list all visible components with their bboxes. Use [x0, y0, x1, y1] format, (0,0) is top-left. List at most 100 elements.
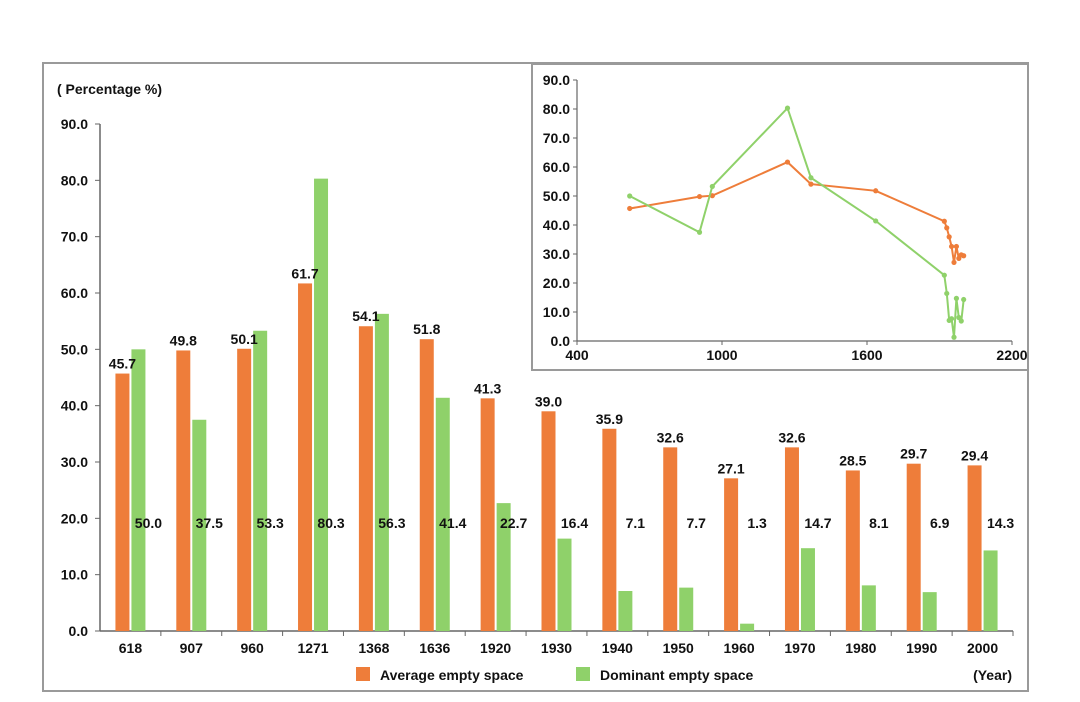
data-label-dominant: 53.3 — [257, 515, 284, 531]
inset-point-average — [953, 243, 960, 250]
data-label-dominant: 37.5 — [196, 515, 223, 531]
inset-point-dominant — [948, 316, 955, 322]
inset-y-tick-label: 0.0 — [551, 333, 571, 349]
x-axis-title: (Year) — [973, 667, 1012, 683]
inset-x-tick-label: 400 — [565, 347, 589, 363]
inset-y-tick-label: 50.0 — [543, 188, 570, 204]
inset-point-dominant — [953, 295, 960, 301]
bar-dominant — [557, 538, 572, 631]
data-label-dominant: 56.3 — [378, 515, 405, 531]
bar-dominant — [374, 313, 389, 631]
main-bars: 45.7 50.0 49.8 37.5 50.1 53.3 61.7 80.3 54.1 56.3… — [109, 178, 1014, 632]
bar-dominant — [435, 397, 450, 631]
inset-point-average — [784, 159, 791, 165]
inset-y-tick-label: 60.0 — [543, 159, 570, 175]
bar-average — [176, 350, 191, 631]
inset-point-average — [944, 225, 950, 231]
bar-average — [845, 470, 860, 631]
y-tick-label: 0.0 — [69, 623, 89, 639]
inset-point-dominant — [944, 290, 950, 297]
bar-average — [237, 348, 252, 631]
bar-average — [419, 339, 434, 631]
bar-dominant — [800, 548, 815, 631]
bar-dominant — [253, 330, 268, 631]
inset-point-average — [946, 234, 952, 240]
y-tick-label: 50.0 — [61, 341, 88, 357]
x-tick-label: 960 — [240, 640, 264, 656]
bar-dominant — [740, 623, 755, 631]
data-label-average: 35.9 — [596, 411, 623, 427]
inset-point-dominant — [709, 183, 715, 190]
x-tick-label: 2000 — [967, 640, 998, 656]
main-axes: 0.0 10.0 20.0 30.0 40.0 50.0 60.0 70.0 80.0 90.0 6… — [61, 116, 1014, 656]
legend-swatch-average — [356, 667, 370, 681]
y-tick-label: 80.0 — [61, 172, 88, 188]
data-label-average: 54.1 — [352, 308, 379, 324]
inset-point-average — [627, 205, 633, 212]
bar-dominant — [314, 178, 329, 632]
data-label-dominant: 14.7 — [804, 515, 831, 531]
y-tick-label: 70.0 — [61, 229, 88, 245]
inset-point-average — [961, 253, 967, 259]
x-tick-label: 1271 — [297, 640, 328, 656]
bar-average — [541, 411, 556, 631]
x-tick-label: 1970 — [784, 640, 815, 656]
y-tick-label: 40.0 — [61, 398, 88, 414]
inset-y-tick-label: 30.0 — [543, 246, 570, 262]
bar-dominant — [496, 503, 511, 631]
legend: Average empty space Dominant empty space — [356, 667, 753, 683]
inset-point-average — [808, 181, 814, 187]
y-tick-label: 30.0 — [61, 454, 88, 470]
data-label-average: 29.4 — [961, 447, 988, 463]
inset-x-tick-label: 1600 — [851, 347, 882, 363]
inset-point-dominant — [951, 334, 957, 340]
y-tick-label: 90.0 — [61, 116, 88, 132]
bar-average — [784, 447, 799, 631]
x-tick-label: 1368 — [358, 640, 389, 656]
bar-dominant — [983, 550, 998, 631]
inset-point-dominant — [961, 296, 967, 303]
data-label-average: 29.7 — [900, 446, 927, 462]
bar-dominant — [922, 592, 937, 631]
data-label-average: 45.7 — [109, 356, 136, 372]
data-label-dominant: 16.4 — [561, 515, 588, 531]
y-axis-title: ( Percentage %) — [57, 81, 162, 97]
bar-average — [663, 447, 678, 631]
inset-point-dominant — [958, 318, 964, 324]
x-tick-label: 1990 — [906, 640, 937, 656]
data-label-dominant: 50.0 — [135, 515, 162, 531]
data-label-average: 27.1 — [717, 460, 744, 476]
data-label-average: 39.0 — [535, 393, 562, 409]
inset-x-tick-label: 2200 — [996, 347, 1027, 363]
y-tick-label: 20.0 — [61, 510, 88, 526]
data-label-average: 41.3 — [474, 380, 501, 396]
data-label-dominant: 7.7 — [686, 515, 706, 531]
inset-y-tick-label: 40.0 — [543, 217, 570, 233]
inset-y-tick-label: 10.0 — [543, 304, 570, 320]
x-tick-label: 907 — [180, 640, 204, 656]
inset-point-average — [941, 218, 947, 224]
inset-y-tick-label: 20.0 — [543, 275, 570, 291]
inset-frame — [531, 63, 1029, 371]
bar-dominant — [131, 349, 146, 631]
x-tick-label: 1636 — [419, 640, 450, 656]
data-label-dominant: 80.3 — [317, 515, 344, 531]
y-tick-label: 60.0 — [61, 285, 88, 301]
inset-point-dominant — [808, 175, 814, 181]
bar-average — [480, 398, 495, 631]
inset-point-average — [696, 193, 703, 200]
data-label-average: 49.8 — [170, 332, 197, 348]
data-label-dominant: 8.1 — [869, 515, 889, 531]
bar-average — [115, 373, 130, 631]
data-label-dominant: 41.4 — [439, 515, 466, 531]
data-label-average: 28.5 — [839, 452, 866, 468]
data-label-average: 32.6 — [657, 429, 684, 445]
inset-point-average — [951, 259, 957, 266]
data-label-dominant: 7.1 — [626, 515, 646, 531]
inset-y-tick-label: 80.0 — [543, 101, 570, 117]
inset-point-dominant — [941, 272, 947, 278]
inset-y-tick-label: 90.0 — [543, 72, 570, 88]
bar-average — [967, 465, 982, 631]
inset-point-dominant — [784, 105, 791, 111]
